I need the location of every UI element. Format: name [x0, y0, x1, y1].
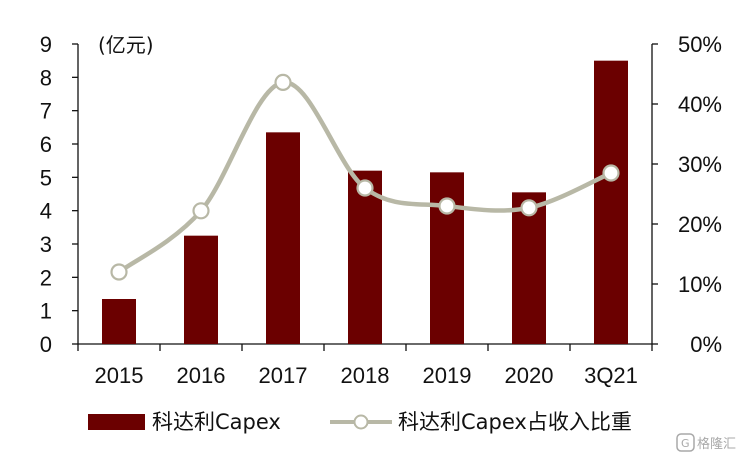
left-tick-label: 3 [40, 232, 52, 257]
bar [184, 235, 218, 344]
bar [266, 132, 300, 344]
left-axis-ticks: 0 1 2 3 4 5 6 7 8 9 [40, 32, 78, 357]
watermark: G 格隆汇 [676, 433, 736, 452]
line-series [110, 73, 620, 281]
left-tick-label: 4 [40, 199, 52, 224]
right-tick-label: 20% [678, 212, 722, 237]
line-point [520, 199, 538, 217]
x-tick-label: 2020 [505, 363, 554, 388]
x-tick-label: 2018 [341, 363, 390, 388]
line-point [192, 202, 210, 220]
x-axis-ticks: 2015 2016 2017 2018 2019 2020 3Q21 [77, 344, 653, 388]
right-tick-label: 10% [678, 272, 722, 297]
bar [512, 192, 546, 344]
left-tick-label: 6 [40, 132, 52, 157]
legend-line-label: 科达利Capex占收入比重 [398, 410, 632, 434]
legend-bar-swatch [88, 414, 145, 430]
line-point [602, 164, 620, 182]
bar-series [102, 60, 628, 345]
left-tick-label: 0 [40, 332, 52, 357]
legend-line-marker [353, 414, 369, 430]
x-tick-label: 2016 [177, 363, 226, 388]
line-point [438, 197, 456, 215]
line-point [274, 73, 292, 92]
watermark-text: 格隆汇 [697, 436, 736, 452]
right-tick-label: 40% [678, 92, 722, 117]
left-tick-label: 1 [40, 299, 52, 324]
left-tick-label: 7 [40, 99, 52, 124]
x-tick-label: 3Q21 [584, 363, 638, 388]
bar [102, 299, 136, 344]
left-tick-label: 8 [40, 65, 52, 90]
g-logo-icon: G [676, 433, 695, 452]
svg-text:G: G [681, 437, 690, 450]
left-tick-label: 9 [40, 32, 52, 57]
bar [348, 170, 382, 344]
x-tick-label: 2017 [259, 363, 308, 388]
right-axis-ticks: 0% 10% 20% 30% 40% 50% [652, 32, 722, 357]
x-tick-label: 2015 [95, 363, 144, 388]
x-tick-label: 2019 [423, 363, 472, 388]
legend: 科达利Capex 科达利Capex占收入比重 [88, 410, 632, 434]
left-tick-label: 5 [40, 165, 52, 190]
bar [594, 60, 628, 345]
line-point [110, 263, 128, 281]
right-tick-label: 30% [678, 152, 722, 177]
line-point [356, 179, 374, 197]
right-tick-label: 50% [678, 32, 722, 57]
legend-bar-label: 科达利Capex [152, 410, 281, 434]
unit-label: (亿元) [98, 33, 154, 57]
left-tick-label: 2 [40, 265, 52, 290]
right-tick-label: 0% [690, 332, 722, 357]
